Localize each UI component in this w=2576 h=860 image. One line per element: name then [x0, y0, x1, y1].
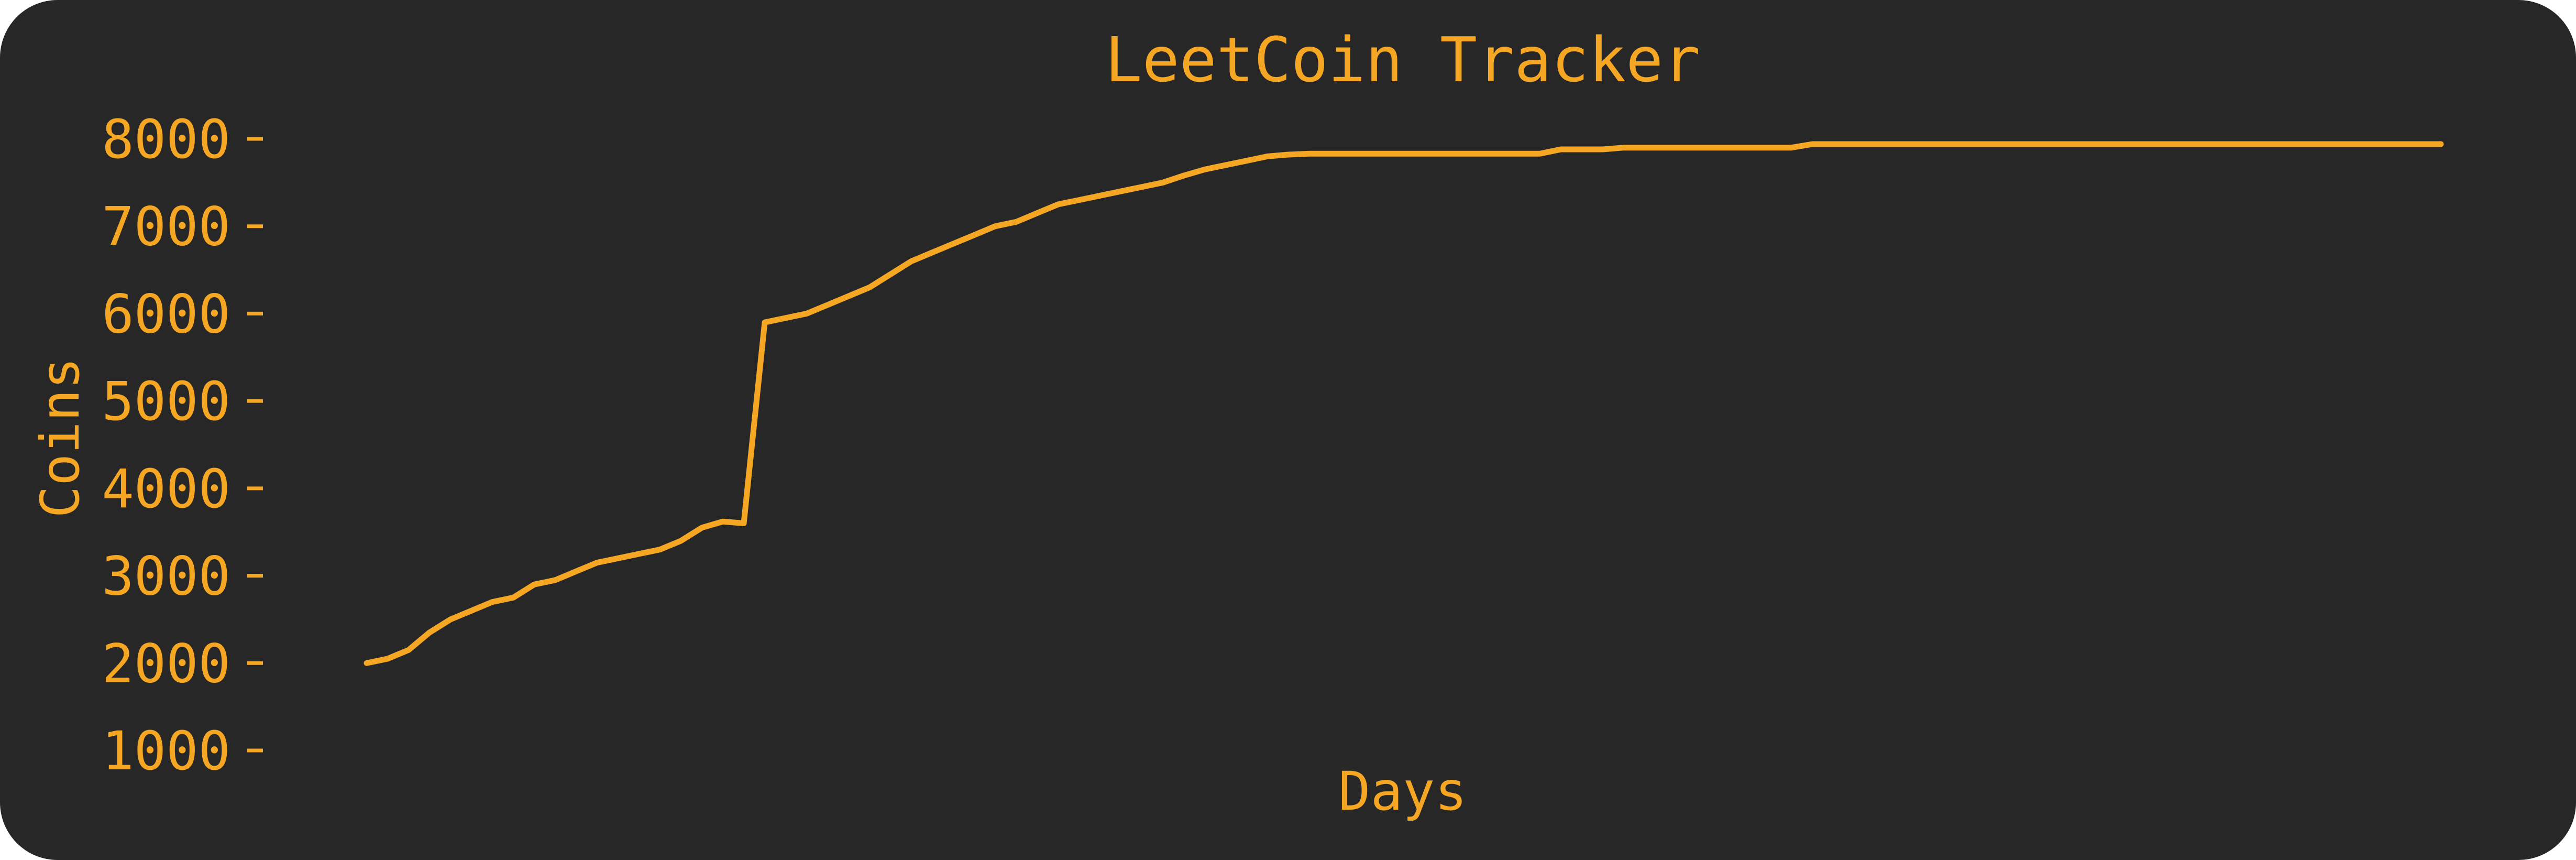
y-axis-label: Coins — [29, 357, 92, 518]
y-tick-label: 3000 — [102, 546, 230, 608]
y-axis-ticks: 1000 2000 3000 4000 5000 6000 7000 8000 — [102, 108, 263, 782]
y-tick-label: 4000 — [102, 458, 230, 520]
y-tick-label: 1000 — [102, 720, 230, 782]
plot-area — [364, 141, 2444, 666]
chart-title: LeetCoin Tracker — [1105, 24, 1701, 96]
y-tick-label: 7000 — [102, 196, 230, 258]
y-tick-label: 8000 — [102, 108, 230, 171]
y-tick-label: 2000 — [102, 633, 230, 695]
x-axis-label: Days — [1338, 760, 1467, 823]
y-tick-label: 5000 — [102, 371, 230, 433]
series-line — [364, 141, 2444, 666]
y-tick-label: 6000 — [102, 283, 230, 345]
